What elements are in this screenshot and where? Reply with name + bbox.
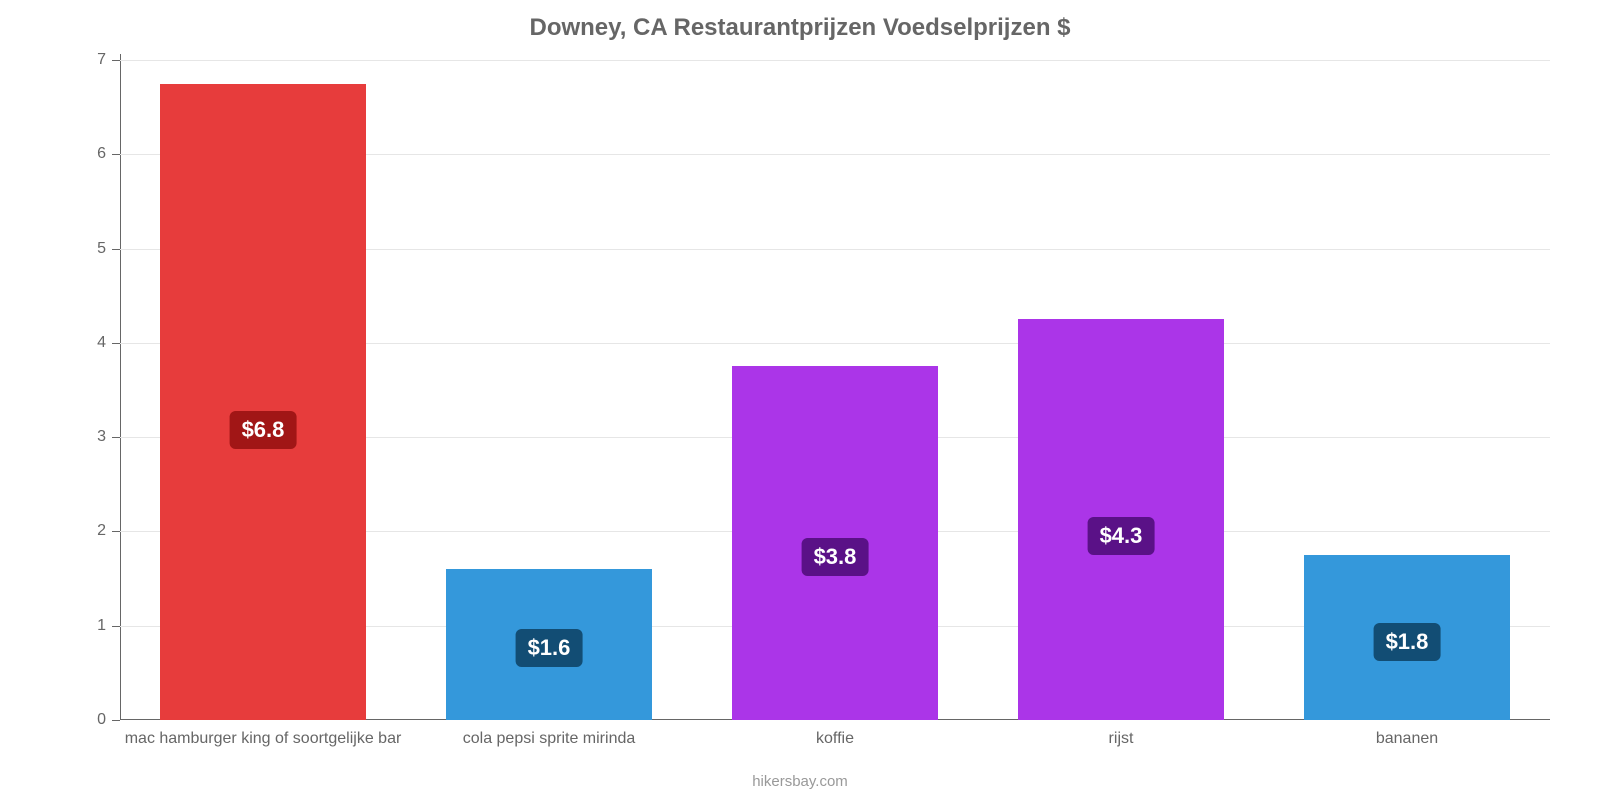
x-tick-label: koffie [816, 720, 854, 748]
y-tick-mark [112, 720, 120, 721]
bar-value-label: $1.6 [516, 629, 583, 667]
x-tick-label: rijst [1109, 720, 1134, 748]
attribution-text: hikersbay.com [752, 773, 848, 790]
x-tick-label: mac hamburger king of soortgelijke bar [125, 720, 402, 748]
chart-title: Downey, CA Restaurantprijzen Voedselprij… [0, 0, 1600, 42]
bar: $1.8 [1304, 555, 1510, 720]
y-tick-mark [112, 60, 120, 61]
bar-value-label: $6.8 [230, 411, 297, 449]
price-bar-chart: Downey, CA Restaurantprijzen Voedselprij… [0, 0, 1600, 800]
bar: $1.6 [446, 569, 652, 720]
bar-value-label: $4.3 [1088, 517, 1155, 555]
bars-container: $6.8 $1.6 $3.8 $4.3 $1.8 [120, 60, 1550, 720]
bar: $6.8 [160, 84, 366, 720]
x-tick-label: bananen [1376, 720, 1438, 748]
y-tick-mark [112, 343, 120, 344]
bar-value-label: $1.8 [1374, 623, 1441, 661]
y-tick-mark [112, 437, 120, 438]
bar-value-label: $3.8 [802, 538, 869, 576]
y-tick-mark [112, 626, 120, 627]
plot-area: 01234567 $6.8$1.6$3.8$4.3$1.8 mac hambur… [120, 60, 1550, 720]
bar: $4.3 [1018, 319, 1224, 720]
x-tick-label: cola pepsi sprite mirinda [463, 720, 636, 748]
y-tick-mark [112, 531, 120, 532]
y-tick-mark [112, 249, 120, 250]
bar: $3.8 [732, 366, 938, 720]
y-tick-mark [112, 154, 120, 155]
